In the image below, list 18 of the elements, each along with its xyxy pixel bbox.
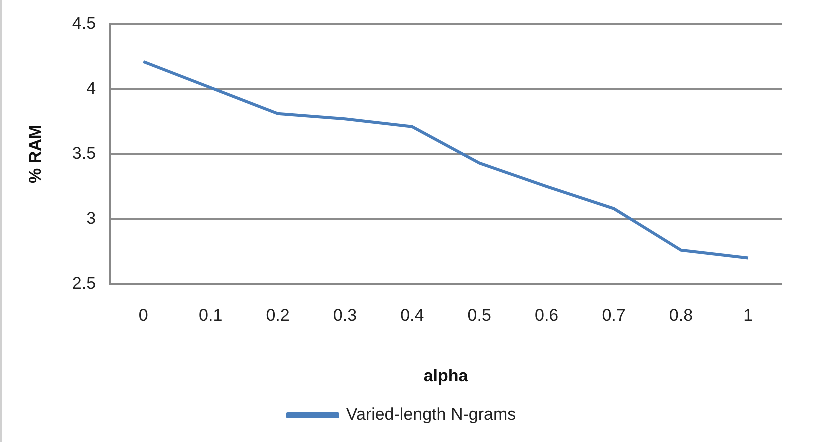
x-tick-label: 0 [138, 306, 148, 326]
x-tick-label: 1 [744, 306, 754, 326]
legend-label: Varied-length N-grams [346, 405, 516, 424]
y-axis-title: % RAM [26, 124, 45, 184]
y-tick-label: 2.5 [72, 274, 96, 293]
y-tick-label: 3.5 [72, 144, 96, 163]
x-tick-label: 0.5 [468, 306, 492, 326]
x-tick-label: 0.6 [534, 306, 559, 326]
x-tick-label: 0.4 [400, 306, 424, 326]
x-tick-label: 0.7 [602, 306, 626, 326]
x-tick-label: 0.3 [333, 306, 358, 326]
x-tick-label: 0.1 [199, 306, 223, 326]
x-tick-label: 0.8 [669, 306, 694, 326]
x-axis-title: alpha [424, 366, 469, 386]
x-tick-label: 0.2 [266, 306, 290, 326]
y-tick-label: 4.5 [72, 14, 96, 33]
y-tick-label: 3 [86, 208, 96, 228]
y-tick-label: 4 [86, 78, 96, 98]
